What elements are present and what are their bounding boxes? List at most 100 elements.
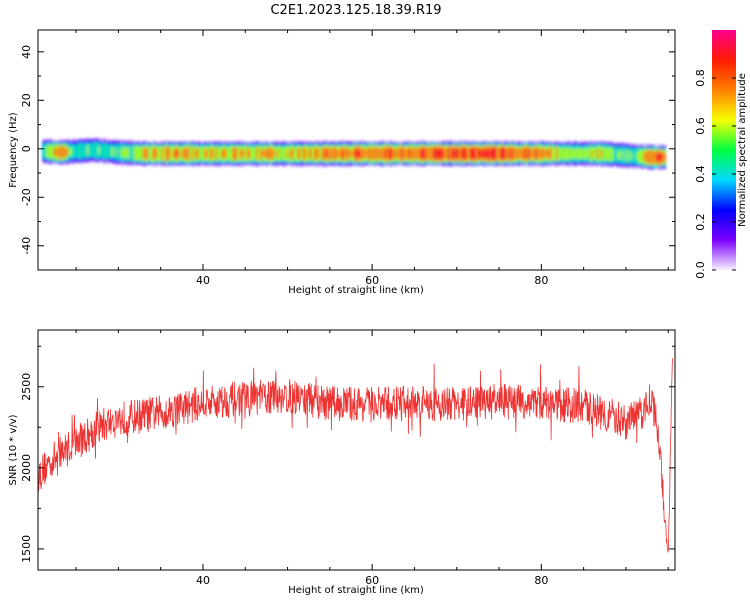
heatmap-cell [589,146,592,161]
heatmap-cell [533,148,536,160]
y-tick-label: 40 [20,45,33,59]
heatmap-cell [181,148,185,159]
heatmap-cell [652,151,655,164]
heatmap-cell [490,148,494,159]
heatmap-cell [340,147,343,160]
heatmap-cell [375,147,378,160]
heatmap-cell [442,150,445,157]
heatmap-cell [423,147,427,160]
heatmap-cell [585,147,588,160]
bottom-axes-frame [37,329,676,571]
heatmap-cell [619,150,622,160]
heatmap-cell [427,146,430,161]
heatmap-cell [338,150,341,157]
heatmap-cell [200,146,203,161]
heatmap-cell [621,147,624,163]
heatmap-cell [520,148,523,159]
heatmap-cell [650,150,654,164]
heatmap-cell [207,146,211,161]
heatmap-cell [96,142,99,159]
heatmap-cell [561,148,564,160]
heatmap-cell [332,147,335,160]
heatmap-cell [369,147,373,160]
heatmap-cell [544,150,547,158]
heatmap-cell [282,147,285,160]
heatmap-cell [148,146,151,161]
heatmap-cell [57,149,60,156]
top-panel: 40 60 80 -40 -20 0 20 40 Height of straight lin… [8,29,676,296]
heatmap-cell [258,146,261,162]
heatmap-cell [354,149,358,158]
heatmap-cell [178,150,181,157]
heatmap-cell [261,150,265,158]
heatmap-cell [194,149,198,159]
heatmap-cell [90,143,93,158]
heatmap-cell [559,148,562,160]
heatmap-cell [42,144,45,158]
heatmap-cell [226,146,229,161]
heatmap-cell [250,146,253,161]
heatmap-cell [109,144,112,159]
heatmap-cell [474,147,477,160]
heatmap-cell [118,144,121,161]
heatmap-cell [487,147,490,161]
heatmap-cell [386,147,389,161]
heatmap-cell [645,151,648,163]
heatmap-cell [455,149,458,159]
heatmap-cell [336,147,339,160]
heatmap-cell [617,151,620,159]
heatmap-cell [608,148,611,160]
heatmap-cell [142,148,145,159]
heatmap-cell [265,148,268,160]
heatmap-cell [295,146,298,161]
heatmap-cell [85,143,88,158]
heatmap-cell [529,148,533,159]
heatmap-cell [593,148,596,160]
heatmap-cell [168,148,172,160]
heatmap-cell [174,147,177,160]
heatmap-cell [405,148,408,159]
heatmap-cell [204,149,207,158]
heatmap-cell [55,146,58,158]
heatmap-cell [252,147,255,160]
heatmap-cell [81,143,84,159]
heatmap-cell [494,147,497,160]
heatmap-cell [70,148,73,156]
heatmap-cell [198,147,201,160]
heatmap-cell [485,150,488,158]
heatmap-cell [606,148,609,160]
heatmap-cell [539,148,542,160]
heatmap-cell [466,147,469,161]
heatmap-cell [111,147,114,157]
heatmap-cell [526,147,529,160]
heatmap-cell [269,148,272,160]
heatmap-cell [140,146,144,161]
heatmap-cell [392,147,395,160]
heatmap-cell [73,144,77,158]
heatmap-cell [596,149,600,158]
heatmap-cell [101,142,105,159]
heatmap-cell [189,146,192,161]
heatmap-cell [72,144,75,159]
heatmap-cell [379,148,382,160]
heatmap-cell [313,147,317,160]
x-tick-label: 40 [196,574,210,587]
heatmap-cell [622,150,626,161]
heatmap-cell [328,147,332,160]
y-tick-label: 1500 [20,535,33,563]
heatmap-cell [447,148,451,160]
heatmap-cell [278,146,281,162]
heatmap-cell [202,146,205,161]
heatmap-cell [213,146,216,161]
heatmap-cell [410,147,413,160]
x-tick-label: 60 [365,274,379,287]
heatmap-cell [161,146,164,161]
heatmap-cell [211,148,214,159]
heatmap-cell [501,148,505,160]
heatmap-cell [172,150,175,157]
colorbar-label: Normalized spectral amplitude [737,73,748,227]
heatmap-cell [503,147,507,161]
snr-series [38,358,673,553]
heatmap-cell [516,148,520,160]
heatmap-cell [239,148,242,160]
